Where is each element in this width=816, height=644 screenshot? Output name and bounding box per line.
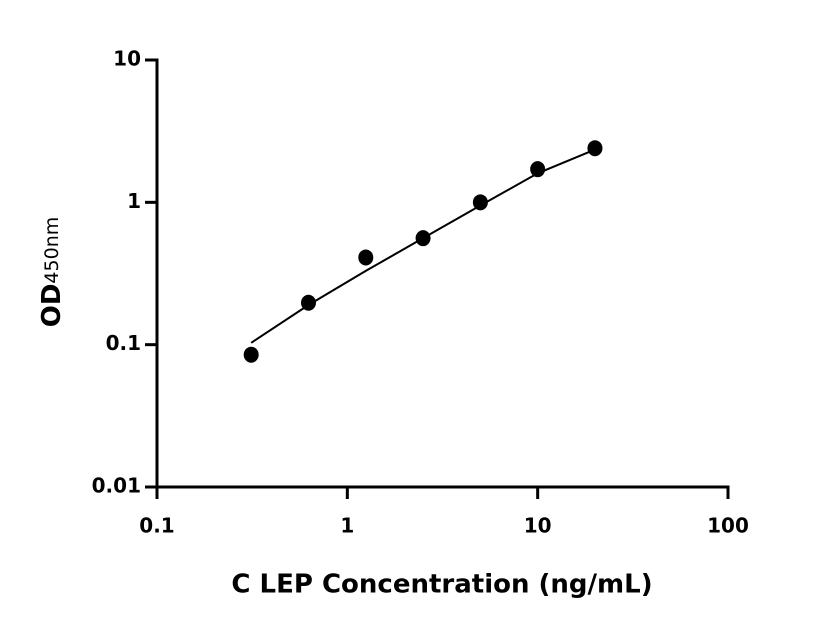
x-tick-label: 100 [707,514,749,538]
data-point [300,294,316,311]
x-tick-label: 0.1 [139,514,174,538]
y-tick-label: 1 [127,189,141,213]
data-point [530,161,546,178]
y-tick-label: 0.1 [106,331,141,355]
y-axis-label-sub: 450nm [41,217,63,284]
y-axis-label-main: OD [37,284,67,328]
y-axis-label: OD450nm [37,217,67,328]
data-point [358,249,374,266]
data-point [587,140,603,157]
data-point [472,194,488,211]
x-tick-label: 1 [340,514,354,538]
x-axis-label: C LEP Concentration (ng/mL) [231,570,652,600]
data-point [415,230,431,247]
fit-curve [250,148,596,344]
data-point [243,346,259,363]
y-tick-label: 10 [113,47,141,71]
x-tick-label: 10 [524,514,552,538]
y-tick-label: 0.01 [92,474,141,498]
